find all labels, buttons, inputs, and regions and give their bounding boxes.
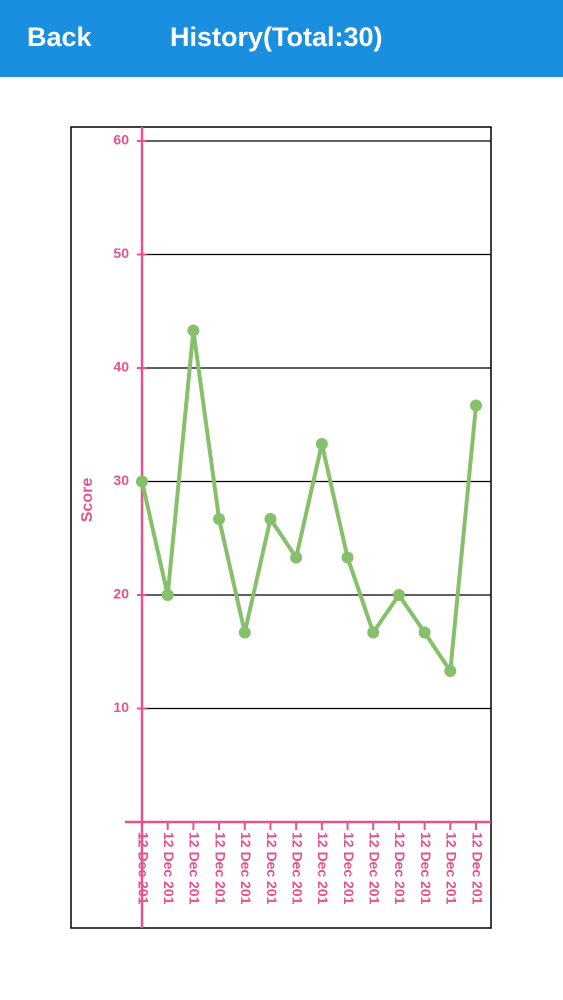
data-point <box>238 626 251 639</box>
data-point <box>367 626 380 639</box>
data-point <box>392 589 405 601</box>
x-tick-label: 12 Dec 201 <box>315 832 331 905</box>
x-tick-label: 12 Dec 201 <box>367 832 383 905</box>
chart-frame <box>70 126 492 929</box>
y-tick-label: 60 <box>113 132 129 148</box>
data-point <box>470 399 482 412</box>
x-tick-label: 12 Dec 201 <box>264 832 280 905</box>
x-tick-label: 12 Dec 201 <box>418 832 434 905</box>
data-point <box>187 324 200 337</box>
y-tick-label: 10 <box>113 699 129 715</box>
data-point <box>136 475 148 488</box>
data-point <box>264 512 277 525</box>
y-tick-label: 50 <box>113 245 129 261</box>
back-button[interactable]: Back <box>27 22 92 52</box>
data-point <box>315 438 328 451</box>
x-tick-label: 12 Dec 201 <box>341 832 357 905</box>
data-line <box>140 328 478 674</box>
y-axis-label: Score <box>79 478 96 523</box>
y-tick-label: 40 <box>113 359 129 375</box>
y-tick-label: 20 <box>113 586 129 602</box>
x-tick-label: 12 Dec 201 <box>161 832 177 905</box>
x-tick-label: 12 Dec 201 <box>444 832 460 905</box>
data-point <box>161 589 174 601</box>
x-tick-label: 12 Dec 201 <box>238 832 254 905</box>
x-tick-label: 12 Dec 201 <box>187 832 203 905</box>
nav-title: History(Total:30) <box>170 22 383 52</box>
data-point <box>341 551 354 564</box>
x-tick-label: 12 Dec 201 <box>469 832 485 905</box>
data-point <box>444 665 457 678</box>
x-tick-label: 12 Dec 201 <box>212 832 228 905</box>
x-tick-label: 12 Dec 201 <box>135 832 151 905</box>
data-point <box>418 626 431 639</box>
x-tick-label: 12 Dec 201 <box>289 832 305 905</box>
x-tick-label: 12 Dec 201 <box>392 832 408 905</box>
y-tick-label: 30 <box>113 472 129 488</box>
data-point <box>290 551 303 564</box>
nav-bar: Back History(Total:30) <box>0 0 563 77</box>
data-point <box>213 512 226 525</box>
